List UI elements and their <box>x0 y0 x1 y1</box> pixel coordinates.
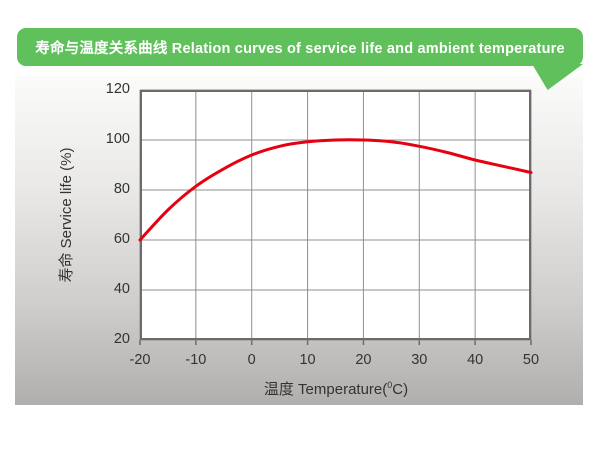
x-tick-label: 40 <box>467 352 484 368</box>
title-banner: 寿命与温度关系曲线 Relation curves of service lif… <box>17 28 583 66</box>
y-tick-label: 80 <box>113 181 130 197</box>
x-tick-label: 50 <box>522 352 540 368</box>
x-axis-title-prefix: 温度 Temperature( <box>263 381 388 398</box>
y-tick-label: 40 <box>113 281 130 297</box>
x-tick-label: 0 <box>247 352 256 368</box>
x-tick-label: 30 <box>411 352 428 368</box>
y-axis-title: 寿命 Service life (%) <box>58 147 75 283</box>
x-tick-label: 20 <box>355 352 372 368</box>
chart-title: 寿命与温度关系曲线 Relation curves of service lif… <box>35 40 565 57</box>
x-axis-title: 温度 Temperature(0C) <box>185 378 487 399</box>
x-tick-label: 10 <box>299 352 316 368</box>
degree-superscript: 0 <box>387 380 393 390</box>
chart-svg <box>138 89 533 345</box>
y-tick-label: 120 <box>105 81 130 97</box>
service-life-curve <box>138 138 533 242</box>
y-tick-label: 100 <box>105 131 130 147</box>
x-axis-title-suffix: C) <box>392 381 409 398</box>
x-tick-label: -20 <box>129 352 151 368</box>
y-tick-label: 20 <box>113 331 130 347</box>
y-tick-label: 60 <box>113 231 130 247</box>
x-tick-label: -10 <box>185 352 207 368</box>
